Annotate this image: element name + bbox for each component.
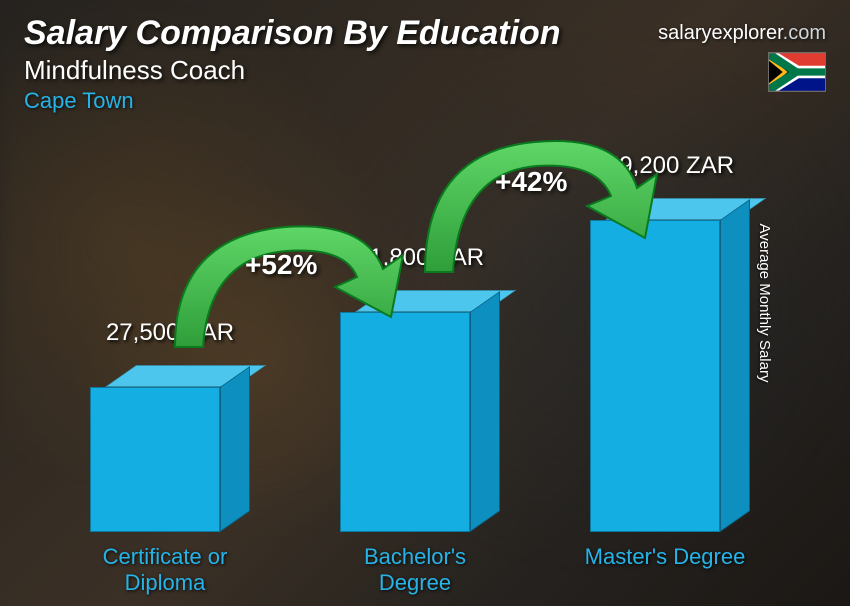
flag-south-africa-icon xyxy=(768,52,826,92)
increase-pct: +52% xyxy=(245,249,317,281)
arrow-icon xyxy=(405,122,665,292)
bar-side-face xyxy=(470,291,500,532)
increase-pct: +42% xyxy=(495,166,567,198)
increase-arrow-1: +52% xyxy=(155,207,415,367)
chart-subtitle: Mindfulness Coach xyxy=(24,55,826,86)
bar-side-face xyxy=(720,199,750,532)
brand-logo: salaryexplorer.com xyxy=(658,22,826,45)
bar-chart: 27,500 ZAR Certificate or Diploma 41,800… xyxy=(60,152,760,532)
bar-category-label: Certificate or Diploma xyxy=(75,544,255,596)
increase-arrow-2: +42% xyxy=(405,122,665,292)
bar-category-label: Bachelor's Degree xyxy=(325,544,505,596)
bar-side-face xyxy=(220,366,250,532)
brand-name: salaryexplorer xyxy=(658,22,783,44)
brand-tld: .com xyxy=(783,22,826,44)
chart-location: Cape Town xyxy=(24,88,826,114)
bar-front-face xyxy=(90,387,220,532)
bar-category-label: Master's Degree xyxy=(575,544,755,570)
arrow-icon xyxy=(155,207,415,367)
